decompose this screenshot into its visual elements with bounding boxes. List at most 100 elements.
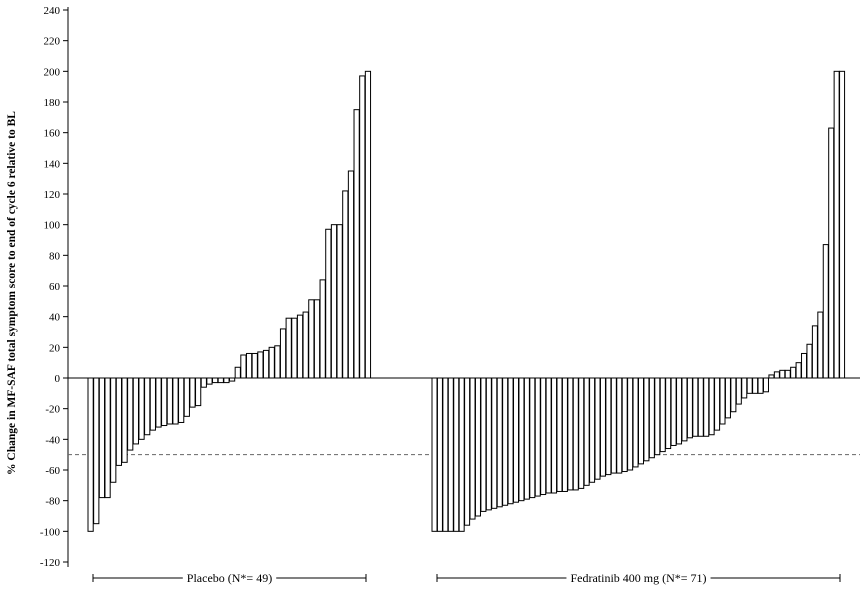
y-tick-label: -20 [45,404,60,416]
bar [436,377,443,532]
bar [279,328,287,379]
bar [627,377,634,471]
bar [773,371,780,379]
bar [474,377,481,517]
bar [578,377,585,489]
bar [523,377,530,500]
bar [714,377,721,431]
y-tick-label: 20 [49,342,61,354]
y-tick-label: 100 [44,220,61,232]
bar [545,377,552,494]
y-tick-label: 180 [44,97,61,109]
bar [234,366,241,379]
bar [104,377,111,499]
bar [336,224,343,379]
bar [93,377,100,525]
y-axis-title: % Change in MF-SAF total symptom score t… [6,111,18,475]
bar [302,311,309,379]
bar [692,377,699,437]
bar [223,377,230,384]
bar [599,377,606,477]
bar [768,374,775,379]
bar [790,366,797,379]
bar [342,190,349,379]
y-tick-label: 160 [44,128,61,140]
bar [485,377,492,511]
bar [724,377,731,419]
bar [178,377,185,423]
bar [127,377,134,451]
bar [195,377,202,407]
bar [817,311,824,379]
bar [431,377,438,532]
bar [556,377,563,492]
bar [257,351,264,379]
y-tick-label: -60 [45,465,60,477]
y-tick-label: -80 [45,496,60,508]
bar [529,377,536,499]
bar [659,377,666,453]
bar [643,377,650,462]
bar [262,349,270,379]
bar [325,228,332,379]
bar [534,377,541,497]
bar [98,377,106,499]
bar [752,377,759,394]
bar [833,70,840,379]
bar [121,377,128,463]
bar [806,343,813,379]
y-tick-label: 220 [44,36,61,48]
bar [648,377,655,459]
bar [551,377,558,494]
bar [632,377,639,468]
bar [442,377,449,532]
bar [110,377,117,483]
bar [610,377,617,474]
bar [229,377,236,382]
bar [616,377,623,474]
bar [364,70,372,379]
bars [87,70,846,532]
bar [703,377,710,437]
bar [155,377,162,428]
bar [594,377,601,480]
bar [735,377,742,405]
bar [189,377,196,408]
bar [245,352,253,379]
bar [132,377,139,445]
bar [561,377,568,492]
bar [686,377,693,439]
bar [621,377,628,473]
bar [583,377,590,486]
bar [496,377,503,508]
bar [676,377,683,445]
y-tick-label: 240 [44,5,61,17]
bar [665,377,672,450]
y-tick-label: 0 [55,373,61,385]
bar [206,377,213,385]
bar [839,70,846,379]
bar [447,377,454,532]
y-tick-label: 120 [44,189,61,201]
bar [296,314,304,379]
y-tick-label: -40 [45,434,60,446]
bar [779,369,786,379]
bar [138,377,145,440]
y-axis-title-group: % Change in MF-SAF total symptom score t… [6,111,18,475]
bar [719,377,726,425]
bar [822,244,829,379]
bar [638,377,644,465]
y-tick-label: -120 [40,557,61,569]
bar [212,377,219,384]
bar [166,377,173,425]
bar [291,317,298,379]
bar [464,377,471,526]
bar [319,279,326,379]
bar [784,369,791,379]
y-tick-label: 40 [49,312,61,324]
bar [161,377,168,427]
bar [183,377,190,417]
y-tick-label: 80 [49,250,61,262]
bar [811,325,818,379]
